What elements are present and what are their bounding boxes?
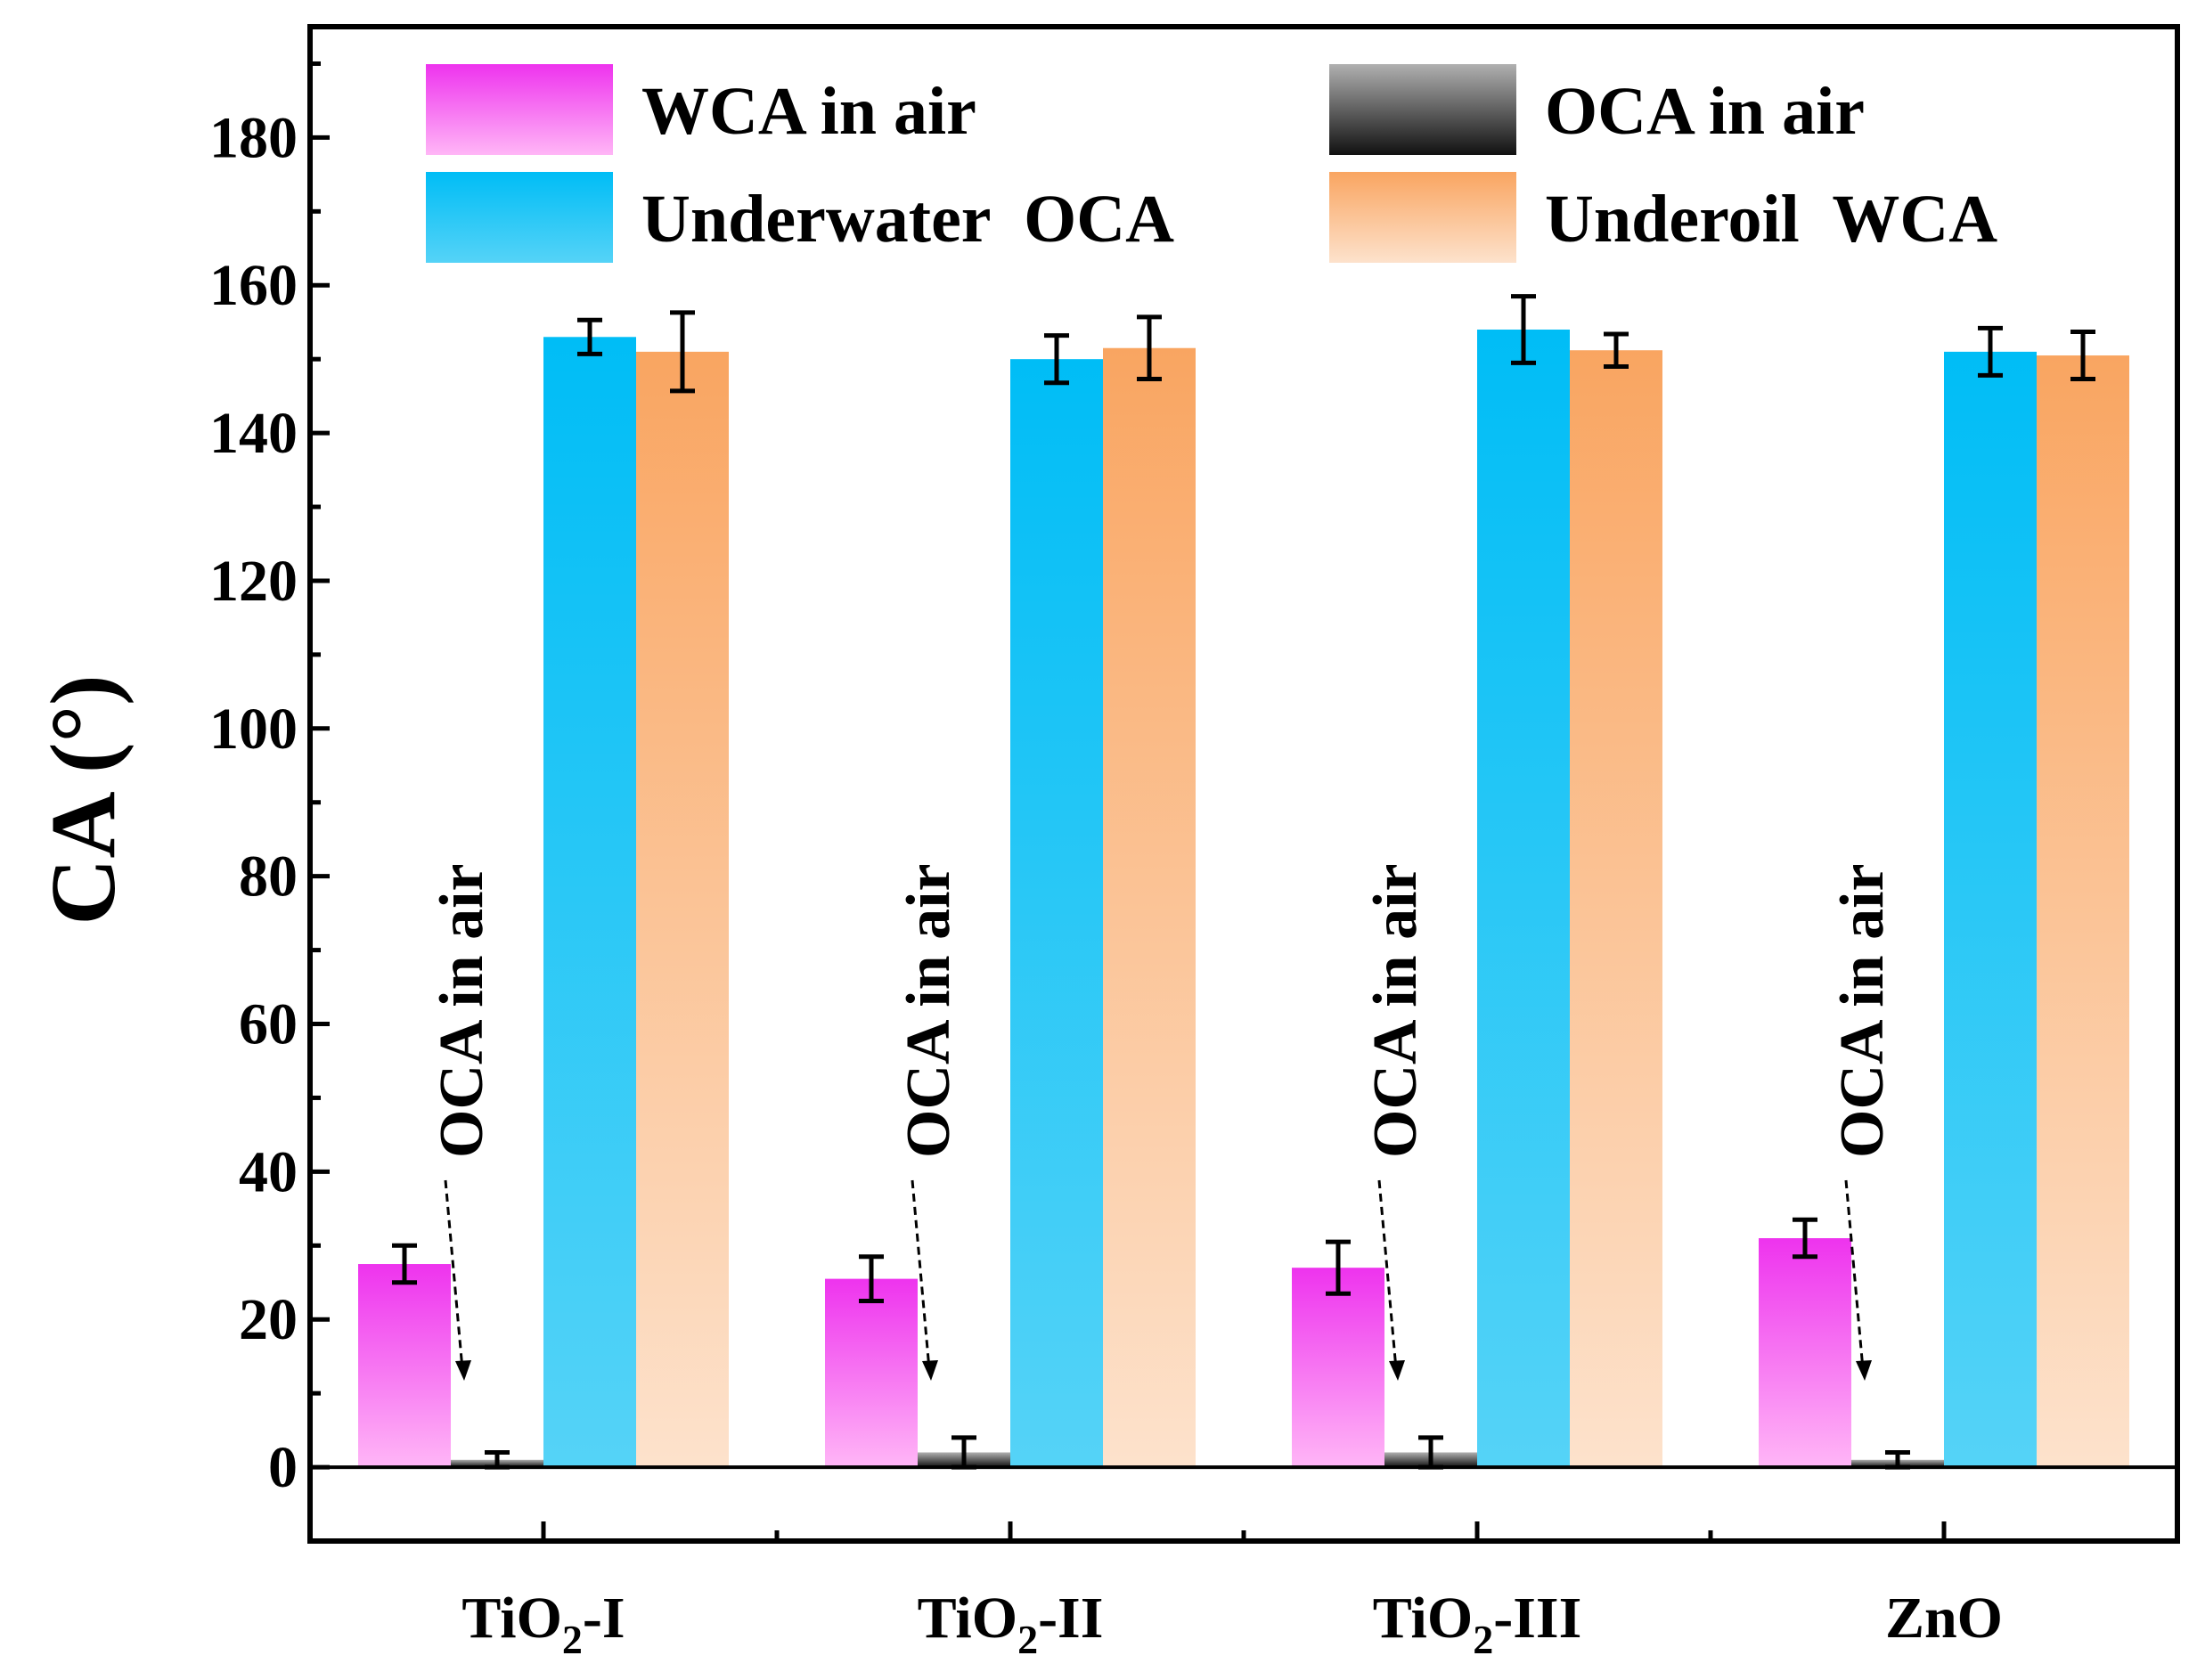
annotation-label: OCA in air [894,863,963,1158]
annotation-arrowhead [455,1360,471,1381]
bar-4-tio2-i [636,351,729,1468]
annotation-arrowhead [922,1360,938,1381]
legend-label: WCA in air [641,74,976,149]
legend-swatch [1329,172,1516,263]
y-tick-label: 180 [209,105,298,170]
y-tick-label: 160 [209,253,298,318]
bar-3-tio2-iii [1477,330,1570,1468]
y-axis-title: CA (°) [32,674,135,925]
annotation-arrowhead [1856,1360,1872,1381]
bars-layer [358,330,2129,1468]
y-tick-label: 40 [239,1139,298,1204]
annotation-arrow [1377,1179,1399,1380]
bar-1-tio2-ii [825,1278,918,1468]
legend-label: Underwater OCA [641,182,1174,257]
bar-3-tio2-i [543,337,636,1468]
annotation-label: OCA in air [428,863,496,1158]
bar-1-tio2-i [358,1264,451,1468]
y-tick-label: 0 [268,1435,298,1500]
bar-3-zno [1944,351,2037,1468]
y-tick-label: 60 [239,992,298,1057]
axes-layer: 0 20 40 60 80 100 120 140 160 180 TiO2-I TiO2-II TiO… [209,24,2180,1662]
annotation-arrow [911,1179,932,1380]
legend-label: Underoil WCA [1545,182,1997,257]
annotation-arrow [1844,1179,1866,1380]
bar-4-tio2-ii [1103,347,1196,1468]
bar-4-zno [2037,355,2129,1468]
legend-swatch [426,64,613,155]
annotation-arrowhead [1389,1360,1405,1381]
x-tick-label: TiO2-II [918,1586,1104,1662]
bar-4-tio2-iii [1570,350,1662,1468]
legend-swatch [426,172,613,263]
legend-swatch [1329,64,1516,155]
y-tick-label: 20 [239,1287,298,1352]
annotation-label: OCA in air [1828,863,1897,1158]
x-tick-label: TiO2-I [461,1586,625,1662]
y-tick-label: 100 [209,697,298,762]
bar-3-tio2-ii [1010,359,1103,1468]
annotation-arrow [444,1179,465,1380]
bar-1-tio2-iii [1292,1268,1384,1468]
legend: WCA in air OCA in air Underwater OCA Undero… [426,64,1997,263]
x-tick-label: TiO2-III [1373,1586,1582,1662]
bar-1-zno [1759,1238,1851,1468]
y-tick-label: 120 [209,549,298,614]
y-tick-label: 140 [209,401,298,466]
annotations-layer: OCA in air OCA in air OCA in air OCA in air [428,863,1897,1381]
x-tick-label: ZnO [1885,1586,2003,1651]
y-tick-label: 80 [239,844,298,909]
annotation-label: OCA in air [1361,863,1430,1158]
legend-label: OCA in air [1545,74,1865,149]
